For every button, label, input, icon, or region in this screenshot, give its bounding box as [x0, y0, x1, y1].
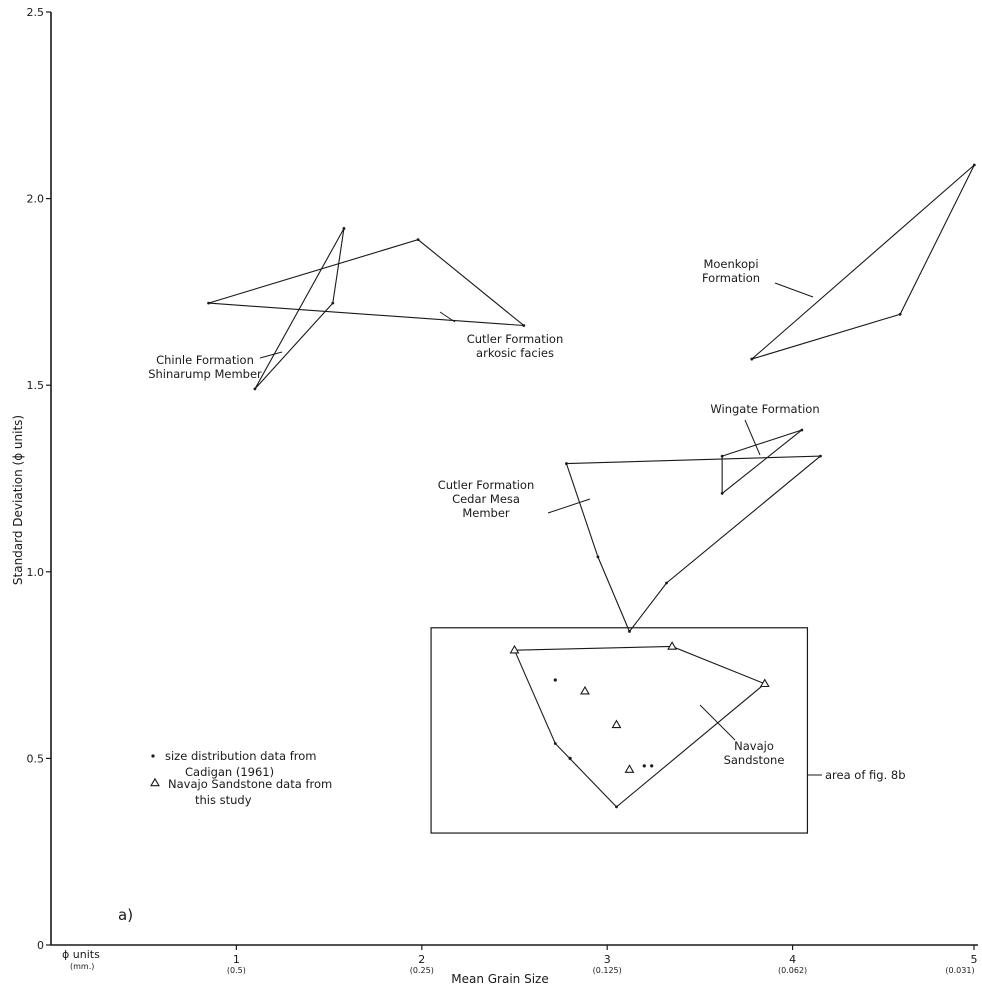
field-outline [208, 239, 526, 327]
triangle-point [580, 685, 590, 695]
y-tick-label: 0.5 [27, 752, 45, 765]
x-tick-mm-label: (0.031) [945, 966, 974, 975]
y-axis-title: Standard Deviation (ϕ units) [11, 415, 25, 585]
label-cutler-arkosic-line: Cutler Formation [467, 332, 564, 346]
label-moenkopi-line: Moenkopi [703, 257, 758, 271]
label-moenkopi-line: Formation [702, 271, 760, 285]
legend-triangle-marker [150, 777, 160, 787]
y-tick-label: 1.5 [27, 379, 45, 392]
label-cutler-arkosic-line: arkosic facies [476, 346, 554, 360]
label-navajo: Navajo Sandstone [724, 739, 785, 767]
field-vertex [553, 742, 557, 745]
panel-label: a) [118, 906, 133, 924]
inset-label: area of fig. 8b [825, 768, 906, 782]
label-moenkopi: Moenkopi Formation [702, 257, 760, 285]
y-tick-label: 1.0 [27, 566, 45, 579]
dot-point [553, 678, 557, 682]
label-wingate: Wingate Formation [710, 402, 819, 416]
data-points [509, 641, 770, 773]
legend-triangle-line: this study [195, 793, 252, 807]
field-outline [254, 228, 345, 390]
field-vertex [972, 163, 976, 167]
x-tick-label: 4 [789, 953, 796, 966]
label-wingate-line: Wingate Formation [710, 402, 819, 416]
legend-dot-line: Cadigan (1961) [185, 765, 274, 779]
label-navajo-leader [699, 704, 736, 741]
triangle-point [759, 678, 770, 688]
field-vertex [596, 555, 600, 559]
label-cedar-mesa: Cutler Formation Cedar Mesa Member [438, 478, 535, 520]
field-vertex [720, 492, 724, 495]
field-outline [751, 164, 975, 360]
triangle-point [624, 764, 635, 773]
field-vertex [819, 454, 822, 458]
y-tick-label: 2.5 [27, 6, 45, 19]
label-moenkopi-leader [774, 282, 814, 298]
label-cedar-mesa-line: Member [462, 506, 510, 520]
triangle-point [667, 641, 678, 650]
field-outline [513, 645, 766, 808]
x-unit-sublabel: (mm.) [70, 962, 94, 971]
label-chinle: Chinle Formation Shinarump Member [148, 353, 262, 381]
field-vertex [416, 238, 420, 242]
label-wingate-leader [744, 419, 761, 456]
x-tick-label: 2 [418, 953, 425, 966]
field-vertex [750, 357, 754, 361]
label-chinle-leader [259, 351, 283, 359]
x-tick-mm-label: (0.5) [227, 966, 246, 975]
label-cedar-mesa-line: Cedar Mesa [452, 492, 520, 506]
field-vertex [720, 454, 724, 458]
triangle-point [509, 644, 520, 654]
field-outline [721, 429, 803, 495]
inset-box [430, 627, 809, 834]
field-vertex [331, 301, 335, 305]
x-tick-mm-label: (0.062) [778, 966, 807, 975]
x-axis-title: Mean Grain Size [451, 972, 548, 986]
field-vertex [253, 387, 257, 391]
legend-dot-marker [151, 754, 155, 758]
legend-triangle-text: Navajo Sandstone data from this study [168, 777, 332, 807]
label-navajo-line: Navajo [734, 739, 774, 753]
x-tick-label: 1 [233, 953, 240, 966]
label-navajo-line: Sandstone [724, 753, 785, 767]
field-vertex [522, 324, 526, 327]
dot-point [642, 764, 646, 768]
field-vertex [207, 301, 210, 305]
formation-fields [207, 163, 976, 809]
dot-point [650, 764, 654, 768]
field-vertex [628, 630, 631, 633]
label-chinle-line: Chinle Formation [156, 353, 254, 367]
label-cutler-arkosic: Cutler Formation arkosic facies [467, 332, 564, 360]
axes [50, 12, 978, 946]
x-tick-mm-label: (0.25) [410, 966, 434, 975]
triangle-point [611, 719, 622, 729]
label-cedar-mesa-leader [547, 498, 591, 514]
field-vertex [342, 227, 346, 230]
dot-point [568, 756, 572, 761]
label-cedar-mesa-line: Cutler Formation [438, 478, 535, 492]
legend-dot-line: size distribution data from [165, 749, 316, 763]
label-cutler-arkosic-leader [439, 311, 456, 323]
field-vertex [800, 428, 804, 432]
legend-triangle-line: Navajo Sandstone data from [168, 777, 332, 791]
field-vertex [665, 581, 668, 585]
field-vertex [615, 805, 618, 809]
legend-dot-text: size distribution data from Cadigan (1961… [165, 749, 316, 779]
x-tick-label: 3 [604, 953, 611, 966]
field-outline [565, 455, 822, 633]
field-vertex [565, 462, 568, 465]
field-vertex [898, 312, 902, 316]
y-tick-label: 0 [37, 939, 44, 952]
x-unit-label: ϕ units [62, 948, 100, 961]
y-tick-label: 2.0 [27, 193, 45, 206]
label-chinle-line: Shinarump Member [148, 367, 262, 381]
axis-ticks: 00.51.01.52.02.51(0.5)2(0.25)3(0.125)4(0… [27, 6, 978, 975]
x-tick-label: 5 [971, 953, 978, 966]
annotations: Chinle Formation Shinarump Member Cutler F… [148, 257, 906, 834]
x-tick-mm-label: (0.125) [593, 966, 622, 975]
